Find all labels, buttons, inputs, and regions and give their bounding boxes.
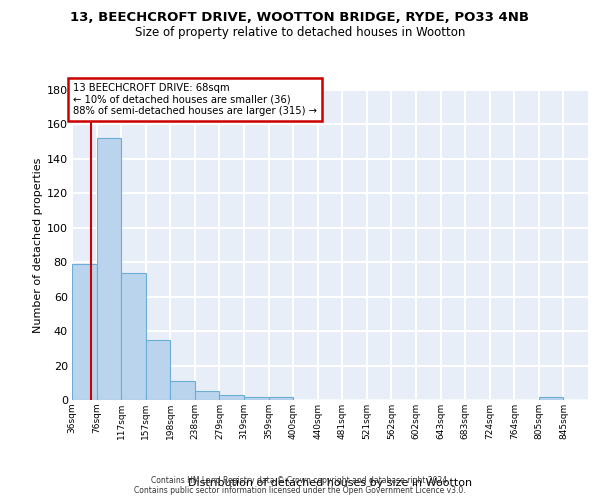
X-axis label: Distribution of detached houses by size in Wootton: Distribution of detached houses by size … [188,478,472,488]
Text: 13, BEECHCROFT DRIVE, WOOTTON BRIDGE, RYDE, PO33 4NB: 13, BEECHCROFT DRIVE, WOOTTON BRIDGE, RY… [71,11,530,24]
Bar [170,381,195,400]
Bar [146,340,170,400]
Bar [195,392,220,400]
Bar [539,396,563,400]
Text: Size of property relative to detached houses in Wootton: Size of property relative to detached ho… [135,26,465,39]
Text: 13 BEECHCROFT DRIVE: 68sqm
← 10% of detached houses are smaller (36)
88% of semi: 13 BEECHCROFT DRIVE: 68sqm ← 10% of deta… [73,83,317,116]
Bar [121,272,146,400]
Bar [220,395,244,400]
Bar [97,138,121,400]
Text: Contains HM Land Registry data © Crown copyright and database right 2024.
Contai: Contains HM Land Registry data © Crown c… [134,476,466,495]
Y-axis label: Number of detached properties: Number of detached properties [32,158,43,332]
Bar [72,264,97,400]
Bar [269,396,293,400]
Bar [244,396,269,400]
